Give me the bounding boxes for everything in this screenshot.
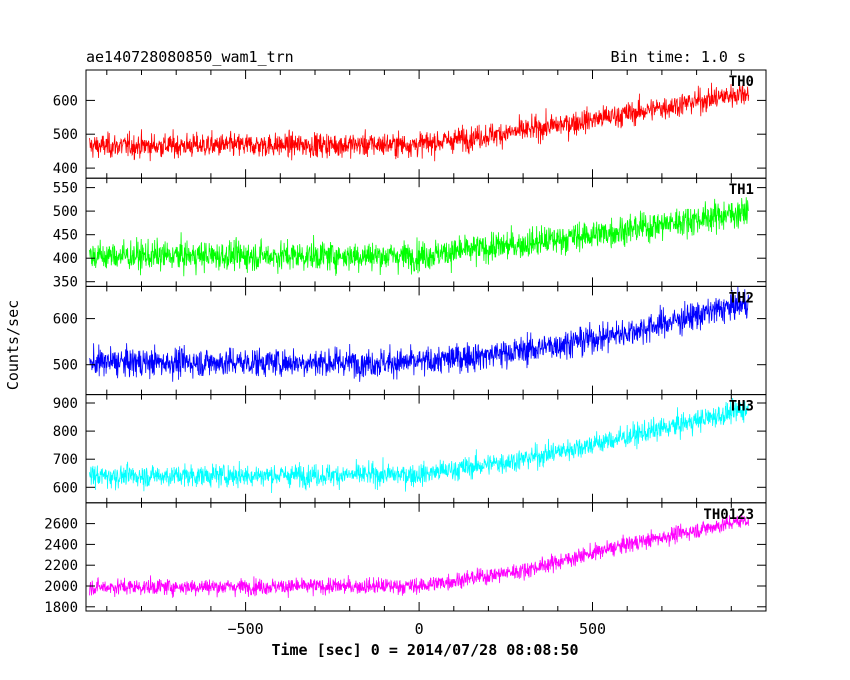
y-tick-label-th2: 600	[53, 312, 78, 328]
panel-label-th0: TH0	[729, 74, 754, 90]
y-tick-label-th0123: 2600	[44, 517, 78, 533]
panel-frame-th0	[85, 69, 767, 179]
series-line-th2	[89, 286, 750, 382]
y-tick-label-th1: 450	[53, 228, 78, 244]
y-axis-label: Counts/sec	[4, 300, 22, 390]
y-tick-label-th3: 700	[53, 452, 78, 468]
panel-frame-th2	[85, 285, 767, 396]
y-tick-label-th0: 400	[53, 161, 78, 177]
series-line-th0123	[89, 513, 750, 598]
series-line-th3	[89, 398, 749, 494]
panels-group: 400 500 600 TH0 350 400 450 500 550 TH1 500 600 TH2 6…	[44, 69, 767, 638]
panel-label-th2: TH2	[729, 290, 754, 306]
series-line-th0	[89, 82, 750, 162]
y-tick-label-th1: 400	[53, 251, 78, 267]
series-line-th1	[89, 197, 750, 277]
y-tick-label-th1: 550	[53, 181, 78, 197]
y-tick-label-th1: 350	[53, 275, 78, 291]
y-tick-label-th2: 500	[53, 358, 78, 374]
y-tick-label-th3: 900	[53, 396, 78, 412]
y-tick-label-th3: 800	[53, 424, 78, 440]
panel-label-th0123: TH0123	[703, 507, 754, 523]
plot-title: ae140728080850_wam1_trn	[86, 48, 294, 66]
x-axis-label: Time [sec] 0 = 2014/07/28 08:08:50	[271, 641, 578, 659]
bin-time-label: Bin time: 1.0 s	[611, 48, 746, 66]
y-tick-label-th0123: 2400	[44, 537, 78, 553]
x-tick-label: −500	[228, 620, 264, 638]
y-tick-label-th0123: 2000	[44, 579, 78, 595]
panel-label-th3: TH3	[729, 399, 754, 415]
y-tick-label-th0123: 1800	[44, 600, 78, 616]
x-tick-label: 500	[579, 620, 606, 638]
panel-label-th1: TH1	[729, 182, 754, 198]
y-tick-label-th3: 600	[53, 480, 78, 496]
y-tick-label-th0123: 2200	[44, 558, 78, 574]
y-tick-label-th1: 500	[53, 204, 78, 220]
panel-frame-th0123	[85, 502, 767, 612]
y-tick-label-th0: 600	[53, 93, 78, 109]
y-tick-label-th0: 500	[53, 127, 78, 143]
panel-frame-th3	[85, 394, 767, 504]
panel-frame-th1	[85, 177, 767, 287]
x-tick-label: 0	[415, 620, 424, 638]
